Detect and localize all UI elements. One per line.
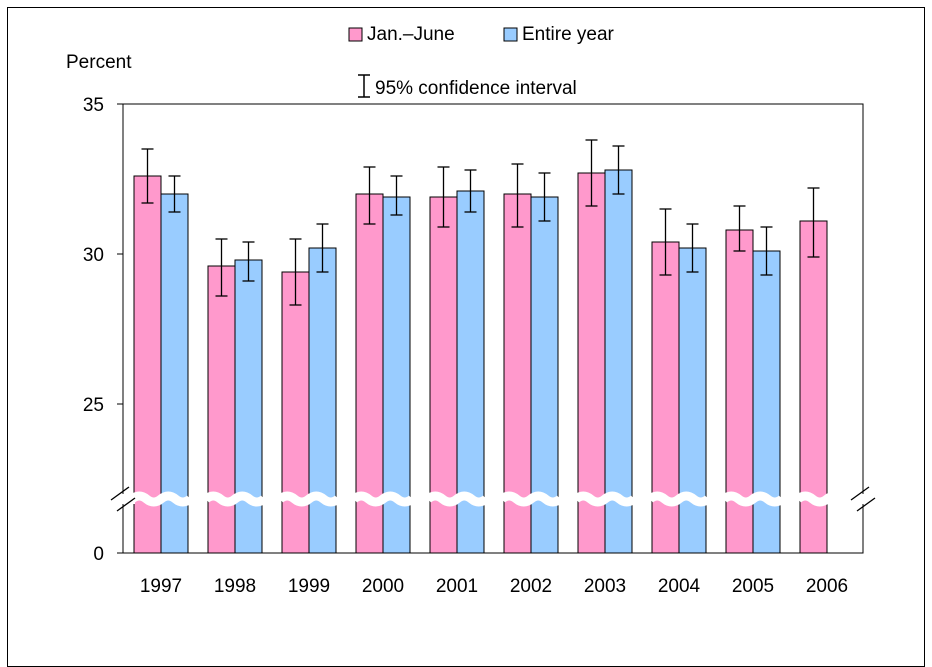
axis-break-wave-2001 [425,491,489,507]
bar-entire-year-2003 [604,169,633,554]
bar-entire-year-2001 [456,190,485,554]
axis-break-wave-2000 [351,491,415,507]
bar-entire-year-1998 [234,259,263,554]
error-bar-jan-june-2002 [511,163,524,228]
x-tick-label-2004: 2004 [658,576,701,597]
x-tick-label-1999: 1999 [288,576,330,597]
axis-break-wave-2006 [795,491,859,507]
x-tick-label-2005: 2005 [732,576,774,597]
error-bar-jan-june-1998 [215,238,228,297]
bar-jan-june-2003 [577,172,606,554]
y-tick-label-0: 0 [93,544,104,565]
bar-jan-june-2004 [651,241,680,554]
axis-break-wave-1998 [203,491,267,507]
axis-break-wave-1997 [129,491,193,507]
y-tick-label-35: 35 [83,95,104,116]
y-tick-marks [117,103,123,554]
x-tick-label-2002: 2002 [510,576,552,597]
bar-jan-june-1998 [207,265,236,554]
y-tick-label-30: 30 [83,245,104,266]
error-bar-entire-year-2001 [464,169,477,213]
axis-break-mark-right [850,486,876,512]
axis-break-wave-2002 [499,491,563,507]
axis-break-wave-1999 [277,491,341,507]
error-bar-jan-june-2001 [437,166,450,228]
chart-svg: Jan.–June Entire year 95% confidence int… [66,24,876,597]
error-bar-entire-year-1999 [316,223,329,273]
x-tick-label-2006: 2006 [806,576,848,597]
y-axis-label: Percent [66,52,132,73]
bar-entire-year-2005 [752,250,781,554]
error-bar-entire-year-2000 [390,175,403,216]
error-bar-entire-year-2002 [538,172,551,222]
bar-jan-june-1999 [281,271,310,554]
error-bar-jan-june-1997 [141,148,154,204]
chart-frame: Jan.–June Entire year 95% confidence int… [7,7,925,667]
x-tick-label-2003: 2003 [584,576,626,597]
legend-swatch-entire-year [503,27,518,42]
legend-swatch-jan-june [348,27,363,42]
bar-entire-year-2004 [678,247,707,554]
legend-ci-label: 95% confidence interval [375,78,577,99]
axis-break-group [110,486,876,512]
error-bar-entire-year-1997 [168,175,181,213]
error-bar-jan-june-2004 [659,208,672,276]
bars-group [133,139,828,554]
bar-entire-year-1999 [308,247,337,554]
axis-break-wave-2005 [721,491,785,507]
error-bar-jan-june-2005 [733,205,746,252]
error-bar-jan-june-2003 [585,139,598,207]
plot-area [122,103,864,554]
error-bar-jan-june-1999 [289,238,302,306]
error-bar-entire-year-2003 [612,145,625,195]
x-tick-label-1998: 1998 [214,576,256,597]
error-bar-entire-year-2004 [686,223,699,273]
error-bar-entire-year-1998 [242,241,255,282]
legend-label-entire-year: Entire year [522,24,615,45]
x-tick-labels: 1997 1998 1999 2000 2001 2002 2003 2004 2005 2006 [140,576,848,597]
legend-label-jan-june: Jan.–June [367,24,455,45]
x-tick-label-2001: 2001 [436,576,478,597]
x-tick-label-1997: 1997 [140,576,182,597]
error-bar-jan-june-2000 [363,166,376,225]
axis-break-mark-left [110,486,136,512]
legend-ci-icon [358,74,370,98]
axis-break-wave-2004 [647,491,711,507]
y-tick-label-25: 25 [83,395,104,416]
bar-jan-june-1997 [133,175,162,554]
legend: Jan.–June Entire year 95% confidence int… [348,24,615,99]
x-tick-label-2000: 2000 [362,576,404,597]
error-bar-entire-year-2005 [760,226,773,276]
error-bar-jan-june-2006 [807,187,820,258]
axis-break-wave-2003 [573,491,637,507]
